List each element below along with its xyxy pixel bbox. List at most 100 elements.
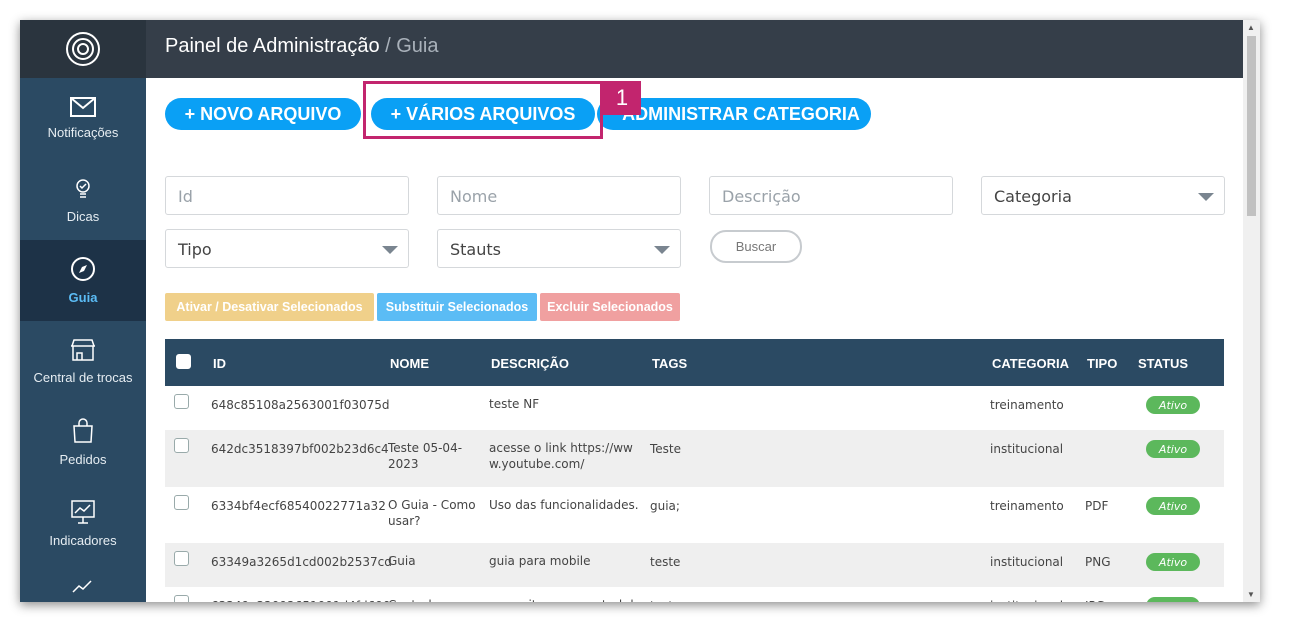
cell-descricao: acesse o link https://www.youtube.com/ (489, 441, 633, 471)
col-descricao: DESCRIÇÃO (491, 356, 570, 371)
row-checkbox[interactable] (174, 551, 189, 566)
cell-tags: teste (650, 599, 680, 602)
page-title: Painel de Administração (165, 35, 380, 57)
cell-descricao: guia para mobile (489, 554, 591, 568)
callout-badge: 1 (603, 81, 641, 115)
id-input[interactable]: Id (165, 176, 409, 215)
table-row[interactable]: 648c85108a2563001f03075d teste NF treina… (165, 386, 1224, 430)
app-window: Notificações Dicas Guia Central de troca… (20, 20, 1260, 602)
sidebar-item-label: Pedidos (59, 452, 107, 467)
cell-descricao: novos itens na central de (489, 597, 644, 602)
chevron-down-icon (654, 246, 670, 254)
main-content: + NOVO ARQUIVO ADMINISTRAR CATEGORIA + V… (146, 78, 1243, 602)
scrollbar[interactable]: ▲ ▼ (1243, 20, 1260, 602)
cell-id: 6334bf4ecf68540022771a32 (211, 499, 386, 513)
multiple-files-button[interactable]: + VÁRIOS ARQUIVOS (371, 98, 595, 130)
table-row[interactable]: 6334bf4ecf68540022771a32 O Guia - Como u… (165, 487, 1224, 543)
status-badge: Ativo (1146, 597, 1200, 602)
row-checkbox[interactable] (174, 595, 189, 602)
cell-tipo: PNG (1085, 555, 1111, 569)
status-badge: Ativo (1146, 440, 1200, 458)
shopping-bag-icon (73, 418, 93, 443)
sidebar-item-label: Indicadores (49, 533, 117, 548)
scroll-up-icon[interactable]: ▲ (1247, 23, 1255, 32)
cell-nome: Teste 05-04-2023 (388, 441, 463, 471)
chart-board-icon (71, 500, 95, 524)
cell-tipo: PDF (1085, 499, 1109, 513)
status-badge: Ativo (1146, 497, 1200, 515)
sidebar-item-pedidos[interactable]: Pedidos (20, 402, 146, 483)
chevron-down-icon (1198, 193, 1214, 201)
cell-nome: O Guia - Como usar? (388, 498, 476, 528)
sidebar-item-indicadores[interactable]: Indicadores (20, 483, 146, 564)
store-icon (71, 339, 95, 361)
category-select[interactable]: Categoria (981, 176, 1225, 215)
sidebar: Notificações Dicas Guia Central de troca… (20, 20, 146, 602)
col-categoria: CATEGORIA (992, 356, 1070, 371)
col-id: ID (213, 356, 226, 371)
sidebar-item-notificacoes[interactable]: Notificações (20, 78, 146, 159)
new-file-button[interactable]: + NOVO ARQUIVO (165, 98, 361, 130)
category-select-value: Categoria (994, 187, 1072, 206)
cell-tags: guia; (650, 499, 680, 513)
highlight-box (363, 81, 603, 139)
sidebar-item-dicas[interactable]: Dicas (20, 159, 146, 240)
cell-tags: teste (650, 555, 681, 569)
status-select[interactable]: Stauts (437, 229, 681, 268)
cell-categoria: treinamento (990, 398, 1064, 412)
mail-icon (70, 97, 96, 117)
sidebar-item-label: Dicas (66, 209, 100, 224)
cell-tipo: JPG (1085, 599, 1105, 602)
type-select[interactable]: Tipo (165, 229, 409, 268)
status-badge: Ativo (1146, 396, 1200, 414)
row-checkbox[interactable] (174, 495, 189, 510)
delete-selected-button[interactable]: Excluir Selecionados (540, 293, 680, 321)
logo (20, 20, 146, 78)
type-select-value: Tipo (178, 240, 212, 259)
cell-nome: Central (388, 597, 478, 602)
cell-nome: Guia (388, 554, 416, 568)
toggle-selected-button[interactable]: Ativar / Desativar Selecionados (165, 293, 374, 321)
compass-icon (71, 257, 95, 281)
cell-categoria: institucional (990, 442, 1064, 456)
cell-id: 63349a32092651001d4fd690 (211, 599, 391, 602)
cell-descricao: teste NF (489, 397, 540, 411)
row-checkbox[interactable] (174, 438, 189, 453)
col-tags: TAGS (652, 356, 688, 371)
table-row[interactable]: 63349a32092651001d4fd690 Central novos i… (165, 587, 1224, 602)
status-badge: Ativo (1146, 553, 1200, 571)
table-header: ID NOME DESCRIÇÃO TAGS CATEGORIA TIPO ST… (165, 339, 1224, 386)
cell-id: 648c85108a2563001f03075d (211, 398, 390, 412)
cell-id: 642dc3518397bf002b23d6c4 (211, 442, 389, 456)
col-tipo: TIPO (1087, 356, 1118, 371)
trend-icon (72, 580, 92, 593)
lightbulb-icon (76, 179, 90, 198)
sidebar-item-central-de-trocas[interactable]: Central de trocas (20, 321, 146, 402)
name-input[interactable]: Nome (437, 176, 681, 215)
table-row[interactable]: 63349a3265d1cd002b2537cd Guia guia para … (165, 543, 1224, 587)
cell-tags: Teste (650, 442, 682, 456)
logo-icon (66, 32, 100, 66)
breadcrumb: / Guia (385, 35, 439, 57)
cell-id: 63349a3265d1cd002b2537cd (211, 555, 392, 569)
scrollbar-thumb[interactable] (1247, 36, 1256, 216)
sidebar-item-guia[interactable]: Guia (20, 240, 146, 321)
manage-category-button[interactable]: ADMINISTRAR CATEGORIA (597, 98, 871, 130)
col-status: STATUS (1138, 356, 1189, 371)
sidebar-item-label: Central de trocas (33, 370, 133, 385)
search-button[interactable]: Buscar (710, 230, 802, 263)
description-input[interactable]: Descrição (709, 176, 953, 215)
status-select-value: Stauts (450, 240, 501, 259)
cell-descricao: Uso das funcionalidades. (489, 498, 639, 512)
row-checkbox[interactable] (174, 394, 189, 409)
scroll-down-icon[interactable]: ▼ (1247, 590, 1255, 599)
table-row[interactable]: 642dc3518397bf002b23d6c4 Teste 05-04-202… (165, 430, 1224, 487)
cell-categoria: treinamento (990, 499, 1064, 513)
files-table: ID NOME DESCRIÇÃO TAGS CATEGORIA TIPO ST… (165, 339, 1224, 602)
sidebar-item-more[interactable] (20, 564, 146, 594)
replace-selected-button[interactable]: Substituir Selecionados (377, 293, 537, 321)
chevron-down-icon (382, 246, 398, 254)
select-all-checkbox[interactable] (176, 354, 191, 369)
cell-categoria: institucional (990, 555, 1064, 569)
sidebar-item-label: Notificações (47, 125, 119, 140)
